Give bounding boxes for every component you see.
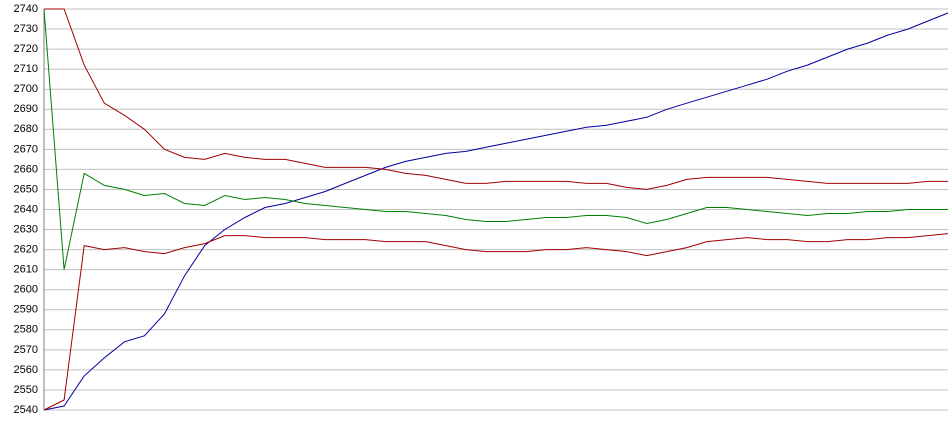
series-line [43, 8, 948, 270]
y-tick-label: 2620 [14, 244, 38, 256]
y-tick-label: 2660 [14, 163, 38, 175]
y-tick-label: 2670 [14, 143, 38, 155]
y-tick-label: 2550 [14, 384, 38, 396]
y-tick-label: 2690 [14, 103, 38, 115]
series-line [43, 233, 949, 411]
series-line [44, 8, 948, 190]
y-tick-label: 2700 [14, 83, 38, 95]
y-tick-label: 2610 [14, 264, 38, 276]
y-tick-label: 2590 [14, 304, 38, 316]
y-tick-label: 2680 [14, 123, 38, 135]
y-tick-label: 2710 [14, 63, 38, 75]
y-tick-label: 2650 [14, 183, 38, 195]
y-tick-label: 2640 [14, 203, 38, 215]
y-tick-label: 2580 [14, 324, 38, 336]
y-tick-label: 2730 [14, 23, 38, 35]
series-line [43, 12, 949, 411]
y-tick-label: 2740 [14, 3, 38, 15]
y-tick-label: 2560 [14, 364, 38, 376]
y-tick-label: 2540 [14, 404, 38, 416]
y-tick-label: 2720 [14, 43, 38, 55]
y-tick-label: 2600 [14, 284, 38, 296]
y-tick-label: 2570 [14, 344, 38, 356]
y-tick-label: 2630 [14, 223, 38, 235]
